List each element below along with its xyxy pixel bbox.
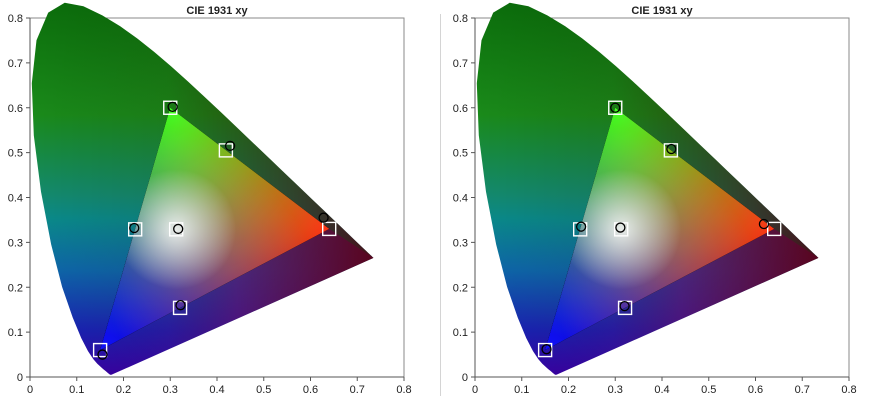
x-tick-label: 0.7: [350, 384, 365, 396]
x-tick-label: 0.6: [748, 384, 763, 396]
y-tick-label: 0.8: [453, 13, 468, 25]
y-tick-label: 0.1: [453, 327, 468, 339]
y-tick-label: 0: [17, 372, 23, 384]
y-tick-label: 0.3: [8, 237, 23, 249]
chart-right: 0 0.1 0.2 0.3 0.4 0.5 0.6 0.7 0.8 0 0.1 0.2 0.3 0.4 0.…: [445, 0, 890, 402]
x-tick-label: 0.6: [303, 384, 318, 396]
x-tick-label: 0.2: [116, 384, 131, 396]
measured-circle-marker: [666, 143, 677, 155]
y-tick-label: 0.2: [453, 282, 468, 294]
y-tick-label: 0.3: [453, 237, 468, 249]
measured-circle-marker: [758, 218, 770, 230]
gamut-white: [100, 107, 330, 351]
x-tick-label: 0.4: [654, 384, 669, 396]
target-square-marker: [322, 221, 337, 237]
x-tick-label: 0: [27, 384, 33, 396]
y-tick-label: 0.6: [453, 103, 468, 115]
measured-circle-marker: [224, 140, 236, 152]
y-tick-label: 0: [462, 372, 468, 384]
measured-circle-marker: [615, 222, 626, 233]
measured-circle-marker: [541, 344, 552, 355]
y-tick-label: 0.2: [8, 282, 23, 294]
x-tick-label: 0: [472, 384, 478, 396]
measured-circle-marker: [173, 223, 184, 235]
target-square-marker: [767, 221, 782, 237]
y-tick-label: 0.1: [8, 327, 23, 339]
panel-divider: [440, 14, 441, 396]
x-tick-label: 0.8: [841, 384, 856, 396]
x-tick-label: 0.3: [608, 384, 623, 396]
target-square-marker: [92, 342, 108, 358]
measured-circle-marker: [129, 222, 140, 234]
y-tick-label: 0.7: [453, 58, 468, 70]
chart-title: CIE 1931 xy: [186, 5, 248, 17]
measured-circle-marker: [610, 102, 621, 113]
measured-circle-marker: [318, 212, 329, 223]
chart-title: CIE 1931 xy: [631, 5, 693, 17]
target-square-marker: [537, 342, 553, 358]
y-tick-label: 0.5: [8, 148, 23, 160]
target-square-marker: [127, 222, 143, 237]
target-square-marker: [663, 143, 679, 158]
x-tick-label: 0.2: [561, 384, 576, 396]
x-tick-label: 0.5: [256, 384, 271, 396]
x-tick-label: 0.3: [163, 384, 178, 396]
y-tick-label: 0.6: [8, 103, 23, 115]
measured-circle-marker: [575, 221, 587, 232]
gamut-white: [545, 107, 775, 351]
measured-circle-marker: [167, 101, 178, 113]
chart-svg: 0 0.1 0.2 0.3 0.4 0.5 0.6 0.7 0.8 0 0.1 0.2 0.3 0.4 0.…: [8, 2, 412, 396]
chart-left: 0 0.1 0.2 0.3 0.4 0.5 0.6 0.7 0.8 0 0.1 0.2 0.3 0.4 0.…: [8, 2, 412, 396]
x-tick-label: 0.7: [795, 384, 810, 396]
purple-band: [545, 228, 819, 375]
gamut-triangle: [100, 107, 330, 351]
y-tick-label: 0.4: [8, 193, 23, 205]
x-tick-label: 0.4: [209, 384, 224, 396]
y-tick-label: 0.4: [453, 193, 468, 205]
y-tick-label: 0.7: [8, 58, 23, 70]
y-tick-label: 0.5: [453, 148, 468, 160]
y-tick-label: 0.8: [8, 13, 23, 25]
measured-circle-marker: [619, 300, 630, 312]
measured-circle-marker: [97, 349, 108, 360]
gamut-triangle: [545, 107, 775, 351]
x-tick-label: 0.5: [701, 384, 716, 396]
measured-circle-marker: [175, 300, 186, 311]
x-tick-label: 0.1: [514, 384, 529, 396]
target-square-marker: [608, 100, 623, 115]
purple-band: [100, 228, 374, 375]
x-tick-label: 0.8: [396, 384, 411, 396]
x-tick-label: 0.1: [69, 384, 84, 396]
chart-svg: 0 0.1 0.2 0.3 0.4 0.5 0.6 0.7 0.8 0 0.1 0.2 0.3 0.4 0.…: [453, 2, 857, 396]
target-square-marker: [172, 300, 188, 316]
